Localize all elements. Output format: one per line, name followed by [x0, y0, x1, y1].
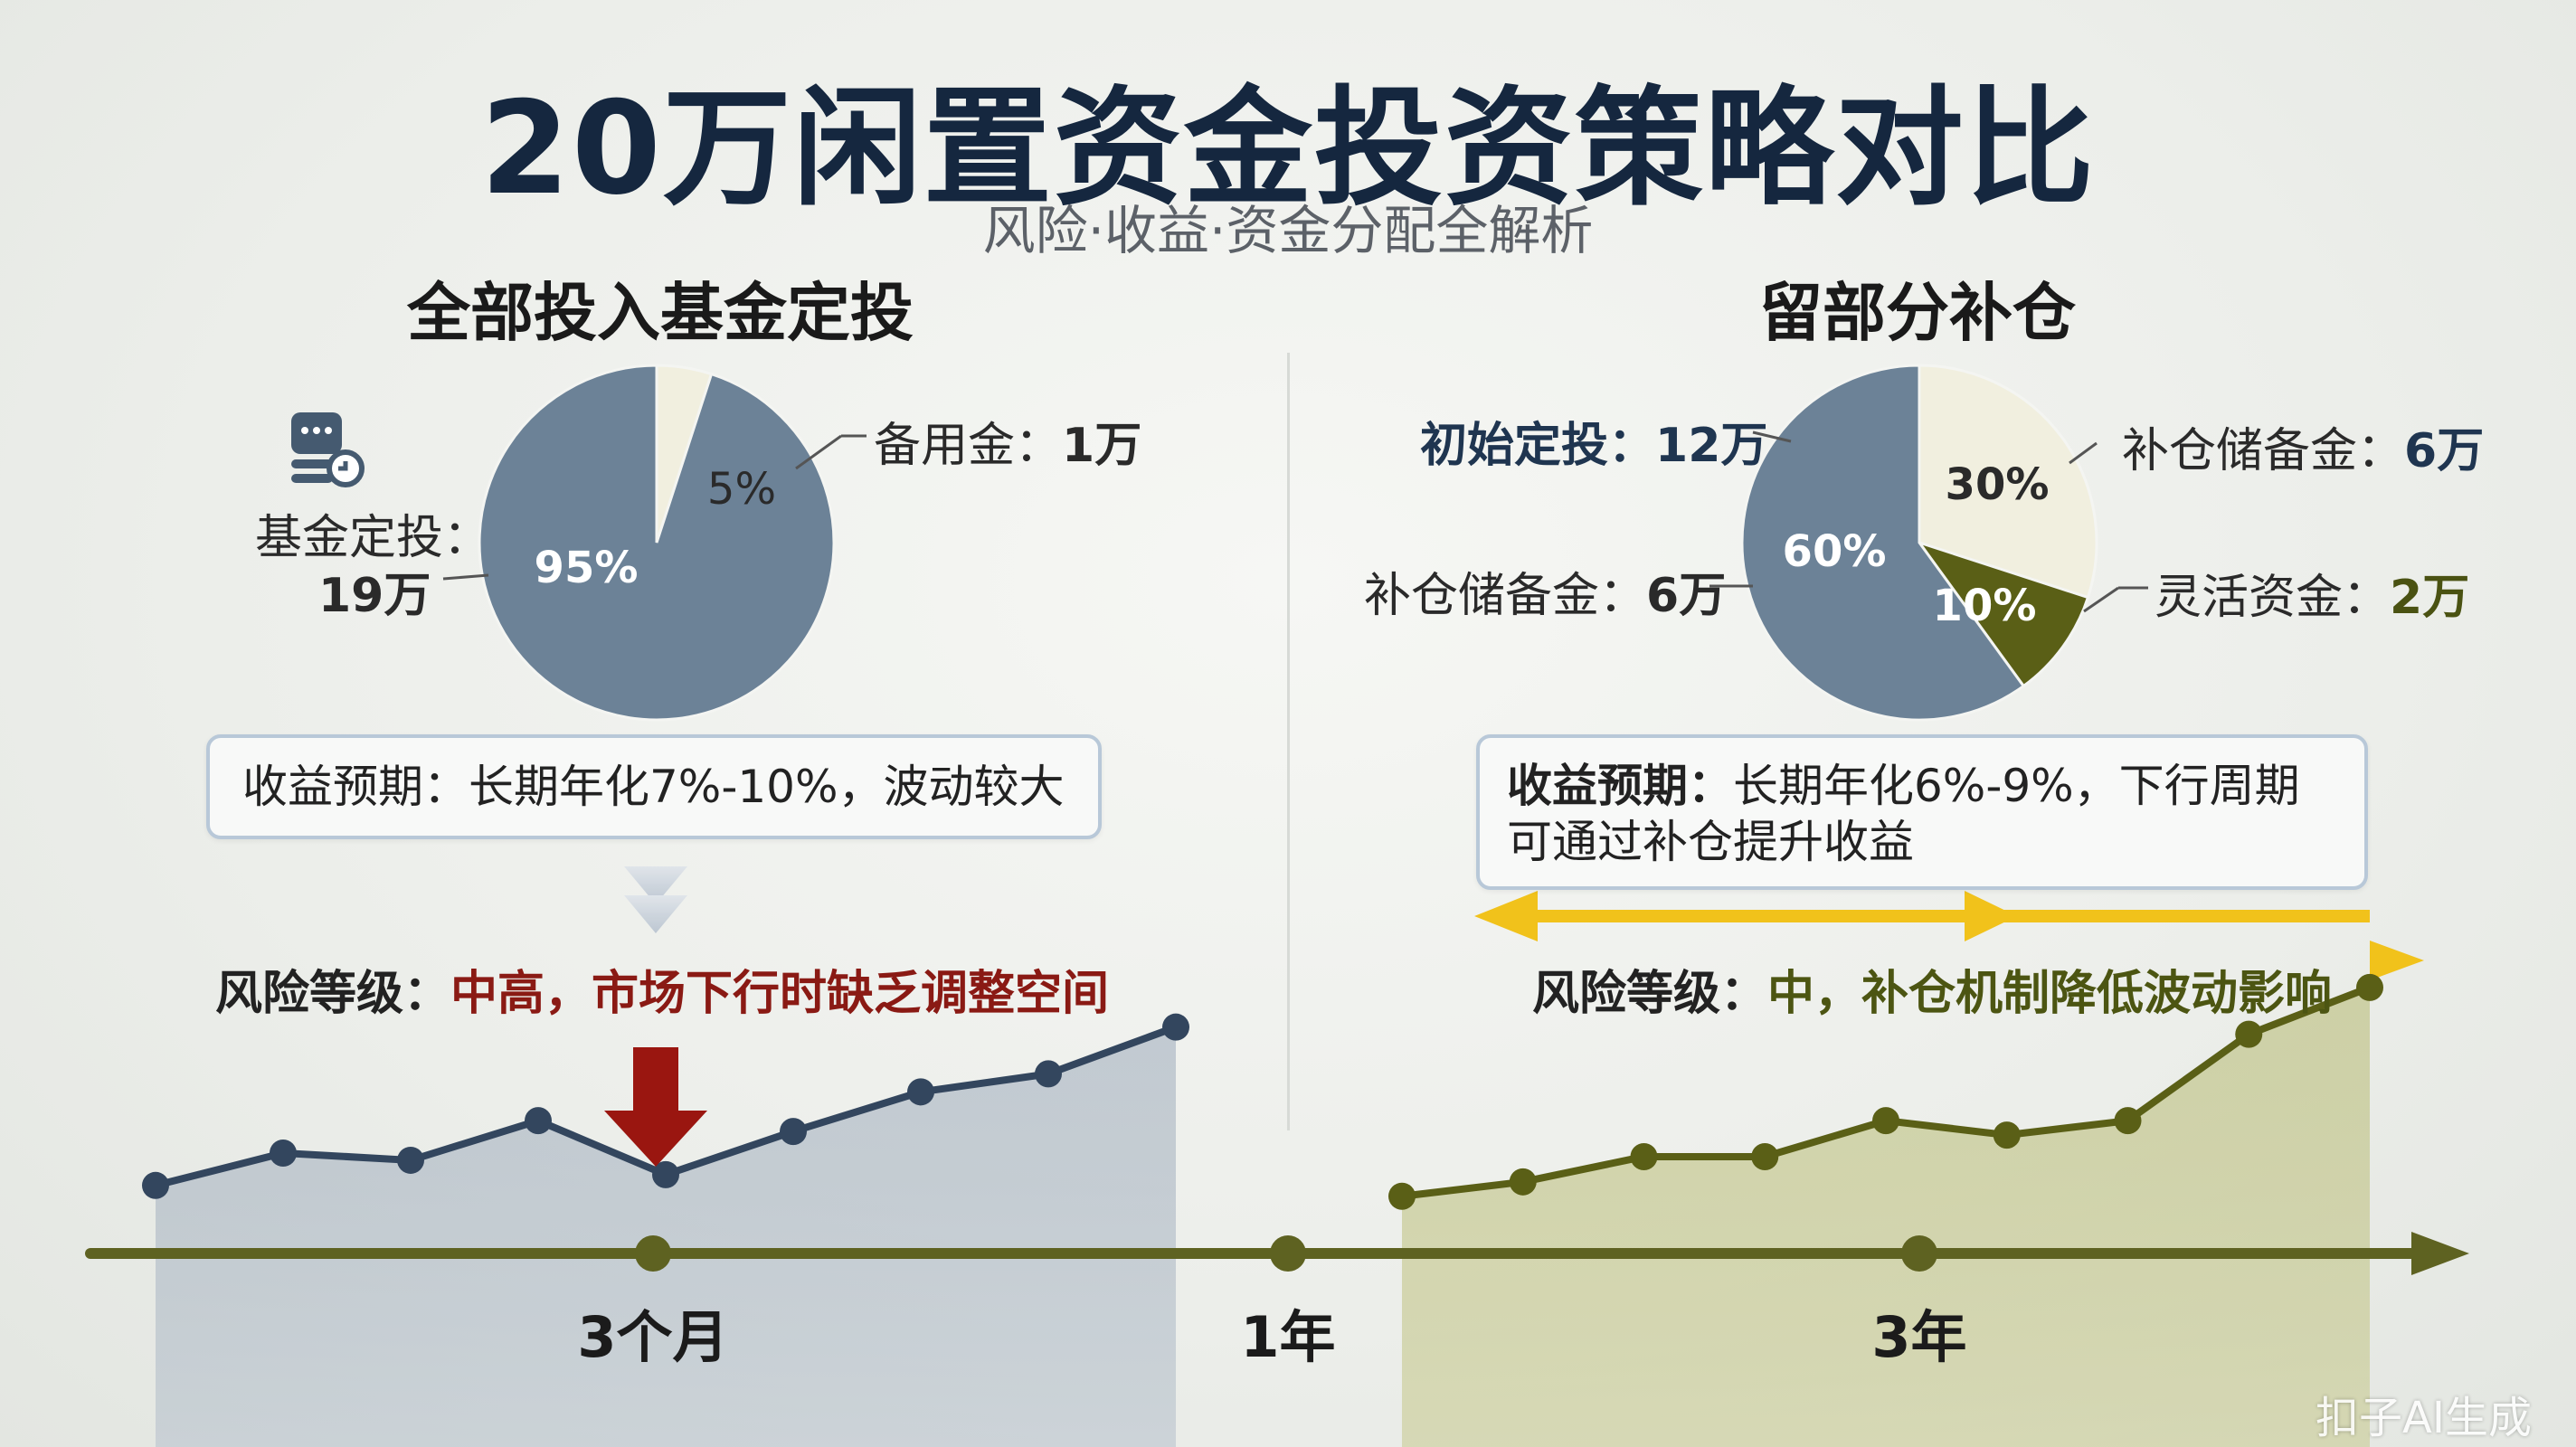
left-expectation-box: 收益预期：长期年化7%-10%，波动较大 [206, 734, 1102, 839]
right-pie-slice-1 [1918, 364, 2098, 600]
right-pie-chart: 30% 10% 60% [1740, 364, 2098, 722]
right-section-title: 留部分补仓 [1759, 276, 2076, 350]
right-pie-pct-label-1: 30% [1946, 459, 2050, 510]
left-risk-level: 风险等级：中高，市场下行时缺乏调整空间 [215, 967, 1110, 1021]
left-section-title: 全部投入基金定投 [407, 276, 914, 350]
leader-line [795, 434, 842, 470]
right-label-reserve: 补仓储备金：6万 [2122, 424, 2485, 478]
right-risk-level: 风险等级：中，补仓机制降低波动影响 [1532, 967, 2333, 1021]
left-data-point [780, 1118, 807, 1146]
right-trend-area [1388, 973, 2383, 1447]
right-data-point [1872, 1107, 1899, 1135]
timeline-marker [1901, 1235, 1937, 1272]
timeline-axis [85, 1232, 2469, 1275]
right-data-point [1630, 1142, 1658, 1170]
page-subtitle: 风险·收益·资金分配全解析 [982, 200, 1594, 261]
right-data-point [2114, 1107, 2142, 1135]
left-data-point [525, 1107, 552, 1135]
double-arrow-icon [1474, 891, 2424, 980]
left-label-fund-value: 19万 [318, 569, 431, 623]
left-data-point [397, 1146, 424, 1174]
right-label-reserve-left: 补仓储备金：6万 [1364, 569, 1727, 623]
right-expectation-box: 收益预期：长期年化6%-9%，下行周期可通过补仓提升收益 [1476, 734, 2368, 890]
leader-line [1752, 430, 1792, 443]
left-label-reserve: 备用金：1万 [874, 419, 1142, 473]
right-data-point [1751, 1142, 1779, 1170]
right-data-point [1993, 1121, 2021, 1149]
left-pie-slice-2 [478, 364, 836, 722]
left-data-point [270, 1139, 297, 1167]
ai-watermark: 扣子AI生成 [2316, 1393, 2532, 1443]
left-data-point [1162, 1013, 1189, 1041]
timeline-label-3y: 3年 [1871, 1304, 1967, 1370]
center-divider [1287, 353, 1290, 1130]
left-pie-chart: 5% 95% [478, 364, 836, 722]
right-label-initial: 初始定投：12万 [1420, 419, 1768, 473]
timeline-marker [635, 1235, 671, 1272]
timeline-label-3m: 3个月 [577, 1304, 729, 1370]
right-data-point [1509, 1168, 1537, 1196]
page-title: 20万闲置资金投资策略对比 [480, 74, 2096, 223]
left-data-point [907, 1078, 934, 1106]
right-label-flexible: 灵活资金：2万 [2155, 571, 2470, 625]
left-label-fund: 基金定投： [255, 511, 491, 565]
left-area-fill [156, 1026, 1176, 1447]
left-pie-pct-label-1: 5% [707, 464, 776, 515]
red-down-arrow-icon [604, 1047, 707, 1167]
right-area-fill [1402, 987, 2370, 1447]
left-data-point [652, 1160, 679, 1188]
left-trend-area [142, 1013, 1189, 1447]
left-data-point [142, 1171, 169, 1199]
right-pie-slice-2 [1916, 540, 2090, 688]
right-pie-slice-3 [1740, 364, 2026, 722]
timeline-label-1y: 1年 [1240, 1304, 1336, 1370]
right-data-point [2356, 973, 2383, 1001]
right-data-point [2235, 1020, 2263, 1048]
leader-line [2083, 586, 2119, 613]
left-data-point [1035, 1060, 1062, 1088]
right-pie-pct-label-3: 60% [1783, 526, 1887, 577]
right-data-point [1388, 1182, 1416, 1210]
left-pie-pct-label-2: 95% [535, 543, 639, 593]
leader-line [442, 573, 489, 581]
down-chevron-icon [624, 866, 687, 933]
right-pie-pct-label-2: 10% [1933, 581, 2037, 631]
fund-server-icon [291, 412, 365, 487]
leader-line [2069, 441, 2098, 465]
timeline-marker [1270, 1235, 1306, 1272]
